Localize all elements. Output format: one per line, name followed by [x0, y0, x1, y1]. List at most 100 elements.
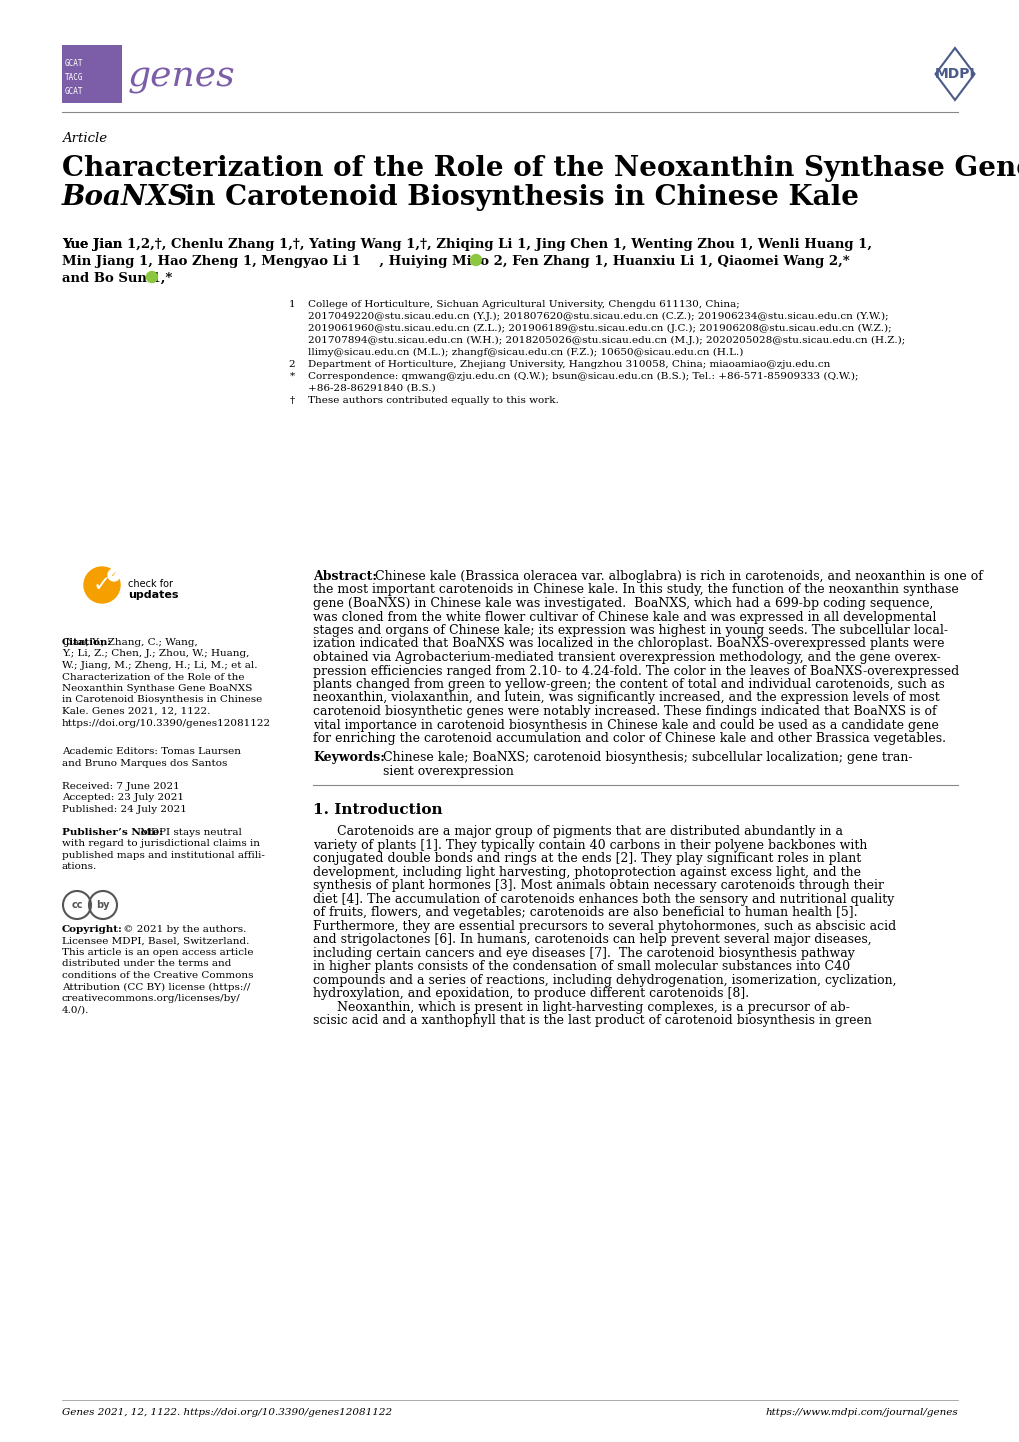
Text: 2019061960@stu.sicau.edu.cn (Z.L.); 201906189@stu.sicau.edu.cn (J.C.); 201906208: 2019061960@stu.sicau.edu.cn (Z.L.); 2019…	[308, 324, 891, 333]
Text: iD: iD	[149, 274, 155, 280]
Text: Y.; Li, Z.; Chen, J.; Zhou, W.; Huang,: Y.; Li, Z.; Chen, J.; Zhou, W.; Huang,	[62, 649, 249, 659]
Text: MDPI: MDPI	[933, 66, 974, 81]
Text: Accepted: 23 July 2021: Accepted: 23 July 2021	[62, 793, 183, 802]
Circle shape	[84, 567, 120, 603]
Text: Chinese kale (Brassica oleracea var. alboglabra) is rich in carotenoids, and neo: Chinese kale (Brassica oleracea var. alb…	[375, 570, 982, 583]
Text: Abstract:: Abstract:	[313, 570, 377, 583]
Text: ations.: ations.	[62, 862, 97, 871]
Text: Publisher’s Note:: Publisher’s Note:	[62, 828, 163, 836]
Text: variety of plants [1]. They typically contain 40 carbons in their polyene backbo: variety of plants [1]. They typically co…	[313, 839, 866, 852]
Text: 2017049220@stu.sicau.edu.cn (Y.J.); 201807620@stu.sicau.edu.cn (C.Z.); 201906234: 2017049220@stu.sicau.edu.cn (Y.J.); 2018…	[308, 311, 888, 322]
Circle shape	[147, 271, 157, 283]
Text: sient overexpression: sient overexpression	[382, 766, 514, 779]
Text: Carotenoids are a major group of pigments that are distributed abundantly in a: Carotenoids are a major group of pigment…	[313, 825, 842, 838]
Text: was cloned from the white flower cultivar of Chinese kale and was expressed in a: was cloned from the white flower cultiva…	[313, 610, 935, 623]
Text: Chinese kale; BoaNXS; carotenoid biosynthesis; subcellular localization; gene tr: Chinese kale; BoaNXS; carotenoid biosynt…	[382, 751, 912, 764]
Text: Correspondence: qmwang@zju.edu.cn (Q.W.); bsun@sicau.edu.cn (B.S.); Tel.: +86-57: Correspondence: qmwang@zju.edu.cn (Q.W.)…	[308, 372, 858, 381]
Text: Kale. Genes 2021, 12, 1122.: Kale. Genes 2021, 12, 1122.	[62, 707, 210, 717]
Circle shape	[108, 570, 120, 581]
Text: by: by	[96, 900, 110, 910]
Text: scisic acid and a xanthophyll that is the last product of carotenoid biosynthesi: scisic acid and a xanthophyll that is th…	[313, 1014, 871, 1027]
Text: 2: 2	[288, 360, 294, 369]
Text: ization indicated that BoaNXS was localized in the chloroplast. BoaNXS-overexpre: ization indicated that BoaNXS was locali…	[313, 637, 944, 650]
Text: check for: check for	[127, 580, 173, 588]
Text: Department of Horticulture, Zhejiang University, Hangzhou 310058, China; miaoami: Department of Horticulture, Zhejiang Uni…	[308, 360, 829, 369]
Text: 1. Introduction: 1. Introduction	[313, 803, 442, 818]
Text: llimy@sicau.edu.cn (M.L.); zhangf@sicau.edu.cn (F.Z.); 10650@sicau.edu.cn (H.L.): llimy@sicau.edu.cn (M.L.); zhangf@sicau.…	[308, 348, 743, 358]
Text: obtained via Agrobacterium-mediated transient overexpression methodology, and th: obtained via Agrobacterium-mediated tran…	[313, 650, 940, 663]
Text: © 2021 by the authors.: © 2021 by the authors.	[120, 924, 247, 934]
Text: and Bo Sun 1,*: and Bo Sun 1,*	[62, 273, 186, 286]
Text: updates: updates	[127, 590, 178, 600]
Text: 201707894@stu.sicau.edu.cn (W.H.); 2018205026@stu.sicau.edu.cn (M.J.); 202020502: 201707894@stu.sicau.edu.cn (W.H.); 20182…	[308, 336, 905, 345]
Text: Copyright:: Copyright:	[62, 924, 122, 934]
Text: creativecommons.org/licenses/by/: creativecommons.org/licenses/by/	[62, 994, 240, 1004]
Text: diet [4]. The accumulation of carotenoids enhances both the sensory and nutritio: diet [4]. The accumulation of carotenoid…	[313, 893, 894, 906]
Text: Furthermore, they are essential precursors to several phytohormones, such as abs: Furthermore, they are essential precurso…	[313, 920, 896, 933]
Text: https://doi.org/10.3390/genes12081122: https://doi.org/10.3390/genes12081122	[62, 718, 271, 728]
Text: vital importance in carotenoid biosynthesis in Chinese kale and could be used as: vital importance in carotenoid biosynthe…	[313, 718, 937, 731]
Text: MDPI stays neutral: MDPI stays neutral	[137, 828, 242, 836]
Text: Neoxanthin, which is present in light-harvesting complexes, is a precursor of ab: Neoxanthin, which is present in light-ha…	[313, 1001, 849, 1014]
Text: Yue Jian: Yue Jian	[62, 238, 127, 251]
Text: Keywords:: Keywords:	[313, 751, 384, 764]
Text: Citation:: Citation:	[62, 637, 112, 647]
Text: of fruits, flowers, and vegetables; carotenoids are also beneficial to human hea: of fruits, flowers, and vegetables; caro…	[313, 906, 857, 919]
Text: hydroxylation, and epoxidation, to produce different carotenoids [8].: hydroxylation, and epoxidation, to produ…	[313, 988, 748, 1001]
Text: in higher plants consists of the condensation of small molecular substances into: in higher plants consists of the condens…	[313, 960, 849, 973]
Text: pression efficiencies ranged from 2.10- to 4.24-fold. The color in the leaves of: pression efficiencies ranged from 2.10- …	[313, 665, 958, 678]
Text: BoaNXS: BoaNXS	[62, 185, 189, 211]
Text: neoxanthin, violaxanthin, and lutein, was significantly increased, and the expre: neoxanthin, violaxanthin, and lutein, wa…	[313, 692, 938, 705]
Text: carotenoid biosynthetic genes were notably increased. These findings indicated t: carotenoid biosynthetic genes were notab…	[313, 705, 935, 718]
Text: Academic Editors: Tomas Laursen: Academic Editors: Tomas Laursen	[62, 747, 240, 756]
Text: compounds and a series of reactions, including dehydrogenation, isomerization, c: compounds and a series of reactions, inc…	[313, 973, 896, 986]
Text: 1: 1	[288, 300, 294, 309]
Circle shape	[470, 254, 481, 265]
Text: stages and organs of Chinese kale; its expression was highest in young seeds. Th: stages and organs of Chinese kale; its e…	[313, 624, 947, 637]
FancyBboxPatch shape	[62, 45, 122, 102]
Text: in Carotenoid Biosynthesis in Chinese: in Carotenoid Biosynthesis in Chinese	[62, 695, 262, 705]
Text: This article is an open access article: This article is an open access article	[62, 947, 254, 957]
Text: and strigolactones [6]. In humans, carotenoids can help prevent several major di: and strigolactones [6]. In humans, carot…	[313, 933, 871, 946]
Text: Yue Jian 1,2,†, Chenlu Zhang 1,†, Yating Wang 1,†, Zhiqing Li 1, Jing Chen 1, We: Yue Jian 1,2,†, Chenlu Zhang 1,†, Yating…	[62, 238, 871, 251]
Text: +86-28-86291840 (B.S.): +86-28-86291840 (B.S.)	[308, 384, 435, 394]
Text: GCAT: GCAT	[65, 59, 84, 68]
Text: with regard to jurisdictional claims in: with regard to jurisdictional claims in	[62, 839, 260, 848]
Text: College of Horticulture, Sichuan Agricultural University, Chengdu 611130, China;: College of Horticulture, Sichuan Agricul…	[308, 300, 739, 309]
Text: Attribution (CC BY) license (https://: Attribution (CC BY) license (https://	[62, 982, 250, 992]
Text: plants changed from green to yellow-green; the content of total and individual c: plants changed from green to yellow-gree…	[313, 678, 944, 691]
Text: Received: 7 June 2021: Received: 7 June 2021	[62, 782, 179, 790]
Text: in Carotenoid Biosynthesis in Chinese Kale: in Carotenoid Biosynthesis in Chinese Ka…	[175, 185, 858, 211]
Text: including certain cancers and eye diseases [7].  The carotenoid biosynthesis pat: including certain cancers and eye diseas…	[313, 947, 854, 960]
Text: TACG: TACG	[65, 74, 84, 82]
Text: Characterization of the Role of the Neoxanthin Synthase Gene: Characterization of the Role of the Neox…	[62, 154, 1019, 182]
Text: ✓: ✓	[93, 575, 111, 596]
Text: synthesis of plant hormones [3]. Most animals obtain necessary carotenoids throu: synthesis of plant hormones [3]. Most an…	[313, 880, 883, 893]
Text: and Bruno Marques dos Santos: and Bruno Marques dos Santos	[62, 758, 227, 767]
Text: cc: cc	[71, 900, 83, 910]
Text: conditions of the Creative Commons: conditions of the Creative Commons	[62, 970, 254, 981]
Text: †: †	[289, 397, 294, 405]
Text: These authors contributed equally to this work.: These authors contributed equally to thi…	[308, 397, 558, 405]
Text: for enriching the carotenoid accumulation and color of Chinese kale and other Br: for enriching the carotenoid accumulatio…	[313, 733, 945, 746]
Text: Published: 24 July 2021: Published: 24 July 2021	[62, 805, 186, 813]
Text: gene (BoaNXS) in Chinese kale was investigated.  BoaNXS, which had a 699-bp codi: gene (BoaNXS) in Chinese kale was invest…	[313, 597, 932, 610]
Text: Neoxanthin Synthase Gene BoaNXS: Neoxanthin Synthase Gene BoaNXS	[62, 684, 252, 694]
Text: 4.0/).: 4.0/).	[62, 1005, 90, 1015]
Text: *: *	[289, 372, 294, 381]
Text: development, including light harvesting, photoprotection against excess light, a: development, including light harvesting,…	[313, 865, 860, 878]
Text: https://www.mdpi.com/journal/genes: https://www.mdpi.com/journal/genes	[764, 1407, 957, 1417]
Text: Genes 2021, 12, 1122. https://doi.org/10.3390/genes12081122: Genes 2021, 12, 1122. https://doi.org/10…	[62, 1407, 391, 1417]
Text: the most important carotenoids in Chinese kale. In this study, the function of t: the most important carotenoids in Chines…	[313, 584, 958, 597]
Text: W.; Jiang, M.; Zheng, H.; Li, M.; et al.: W.; Jiang, M.; Zheng, H.; Li, M.; et al.	[62, 660, 257, 671]
Text: published maps and institutional affili-: published maps and institutional affili-	[62, 851, 265, 859]
Text: genes: genes	[127, 61, 235, 94]
Text: ✓: ✓	[111, 572, 117, 578]
Text: iD: iD	[473, 258, 478, 262]
Text: Licensee MDPI, Basel, Switzerland.: Licensee MDPI, Basel, Switzerland.	[62, 936, 249, 946]
Text: Article: Article	[62, 133, 107, 146]
Text: Characterization of the Role of the: Characterization of the Role of the	[62, 672, 245, 682]
Text: Min Jiang 1, Hao Zheng 1, Mengyao Li 1    , Huiying Miao 2, Fen Zhang 1, Huanxiu: Min Jiang 1, Hao Zheng 1, Mengyao Li 1 ,…	[62, 255, 849, 268]
Text: GCAT: GCAT	[65, 87, 84, 97]
Text: Jian, Y.; Zhang, C.; Wang,: Jian, Y.; Zhang, C.; Wang,	[62, 637, 198, 647]
